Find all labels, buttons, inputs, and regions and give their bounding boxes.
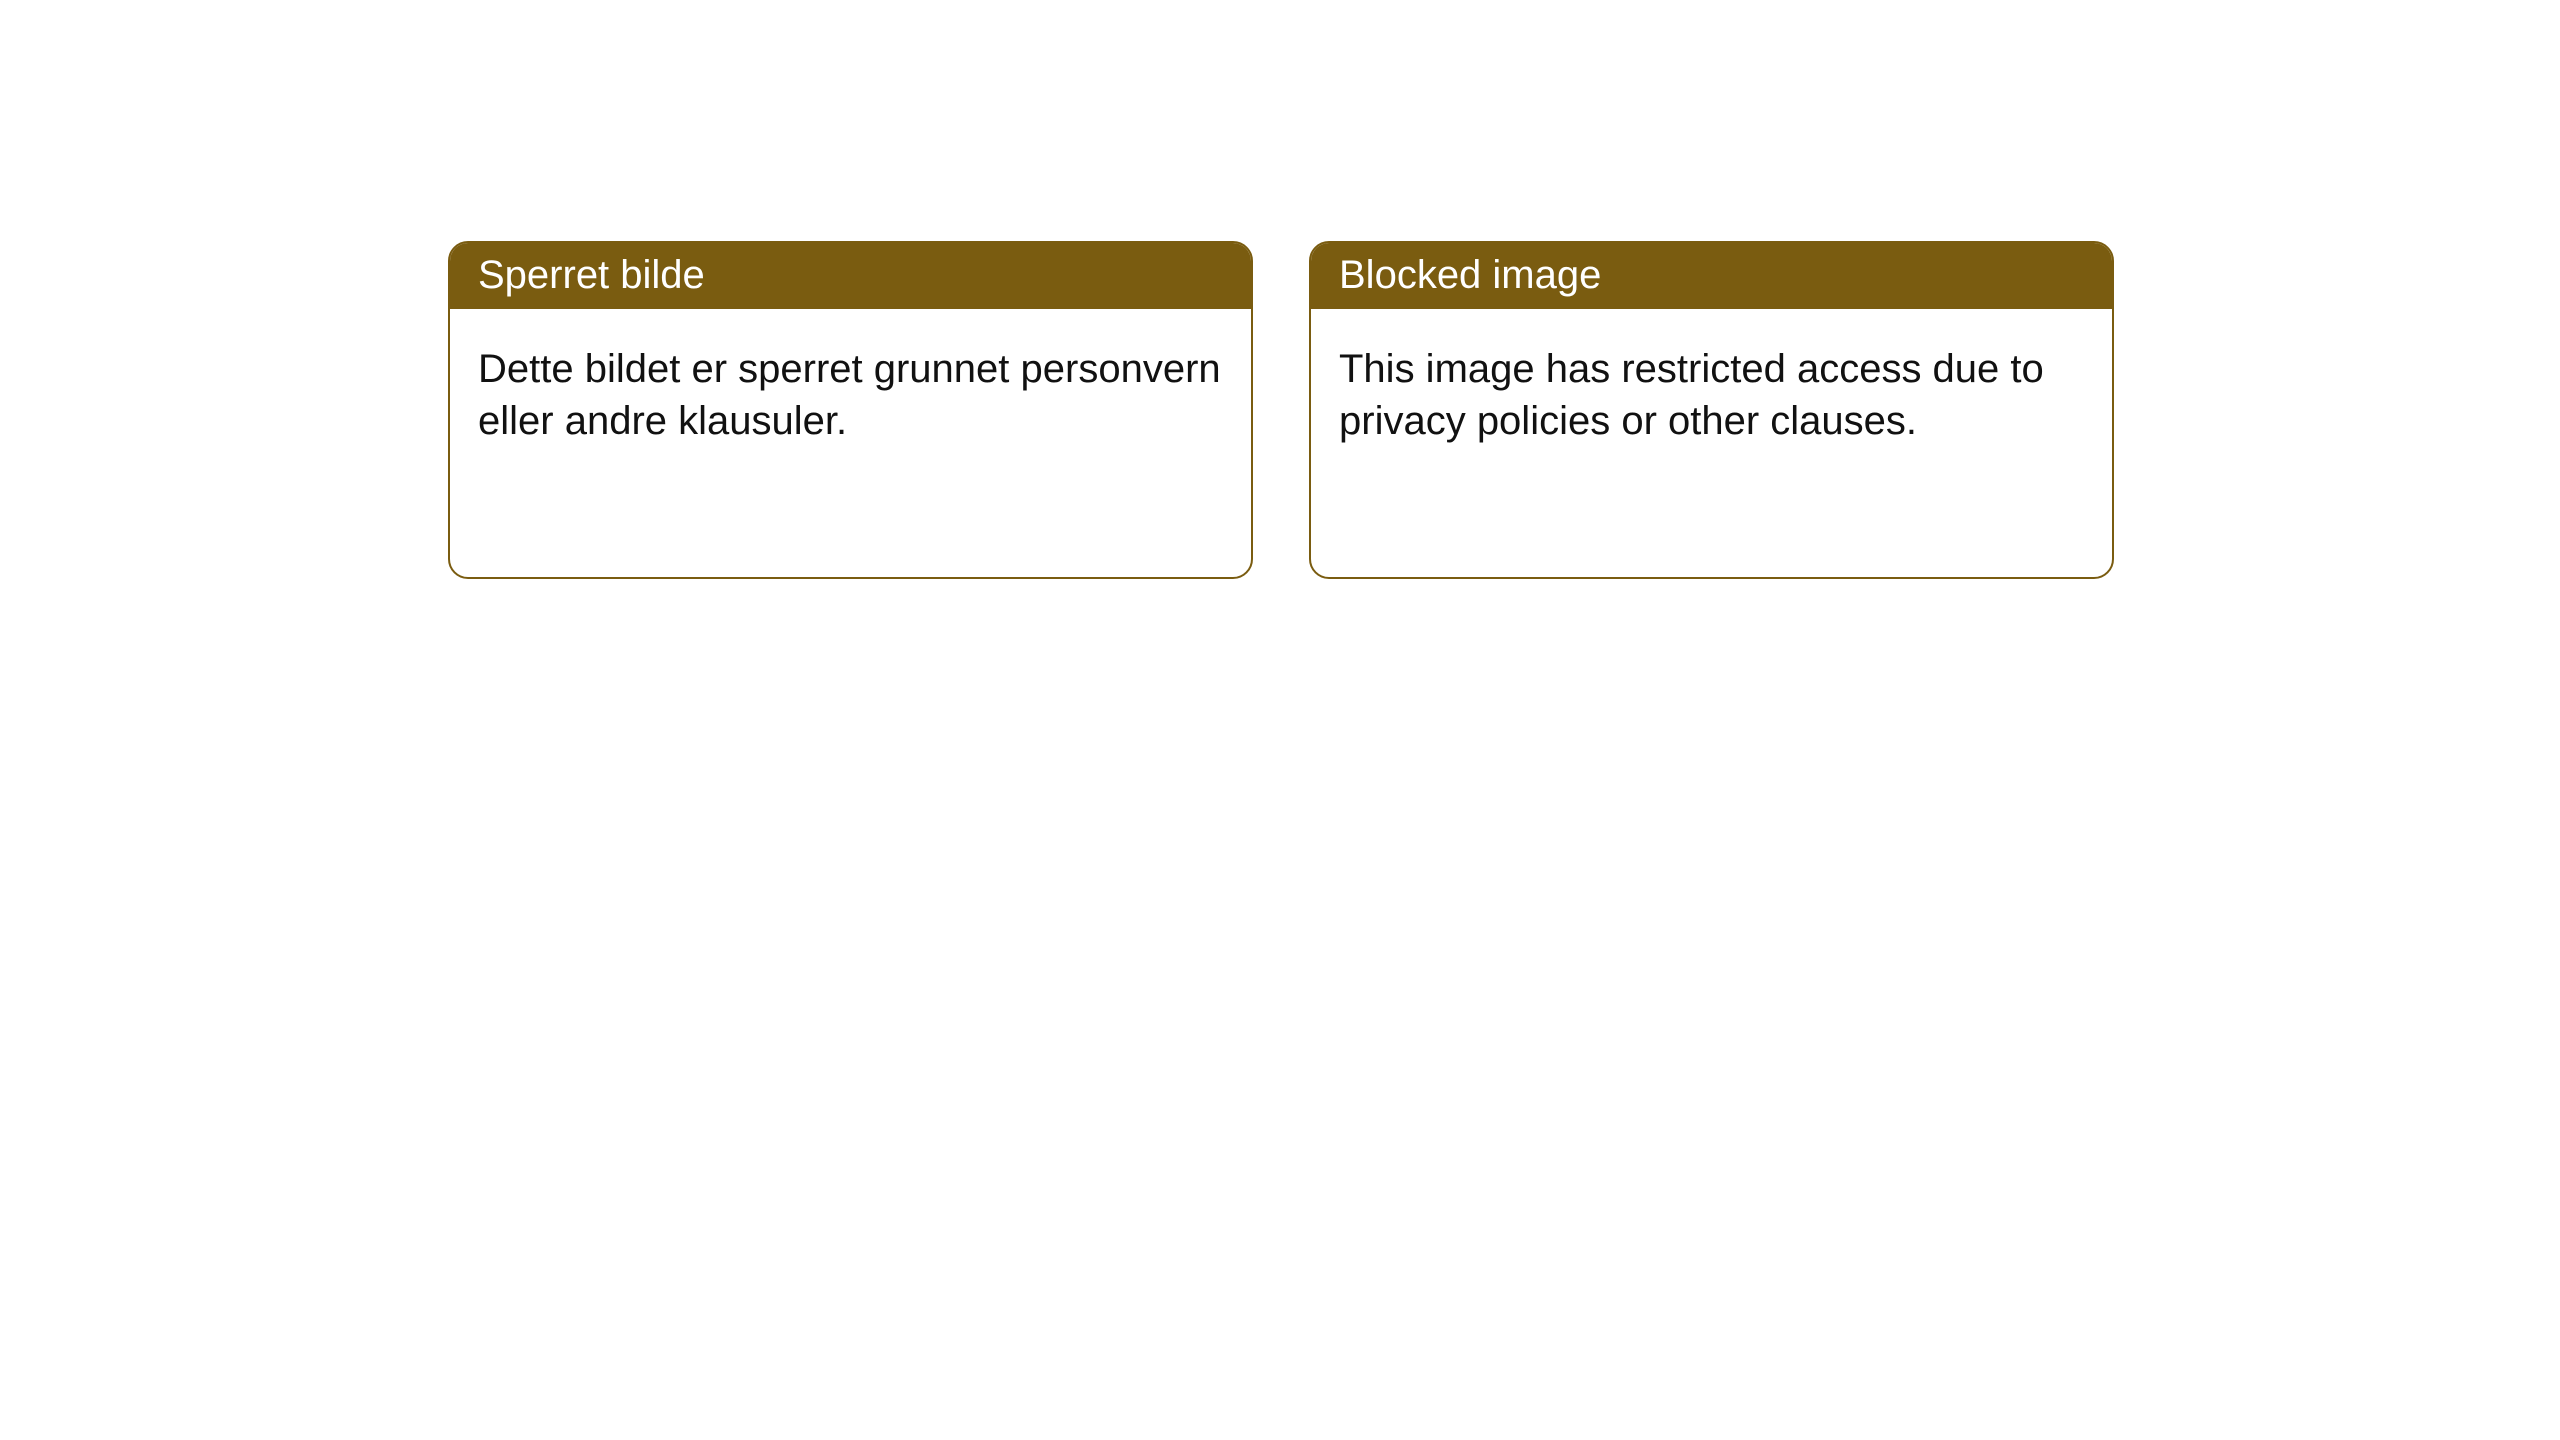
notice-container: Sperret bilde Dette bildet er sperret gr…	[0, 0, 2560, 579]
notice-card-en: Blocked image This image has restricted …	[1309, 241, 2114, 579]
notice-body-en: This image has restricted access due to …	[1311, 309, 2112, 577]
notice-title-en: Blocked image	[1311, 243, 2112, 309]
notice-card-no: Sperret bilde Dette bildet er sperret gr…	[448, 241, 1253, 579]
notice-title-no: Sperret bilde	[450, 243, 1251, 309]
notice-body-no: Dette bildet er sperret grunnet personve…	[450, 309, 1251, 577]
